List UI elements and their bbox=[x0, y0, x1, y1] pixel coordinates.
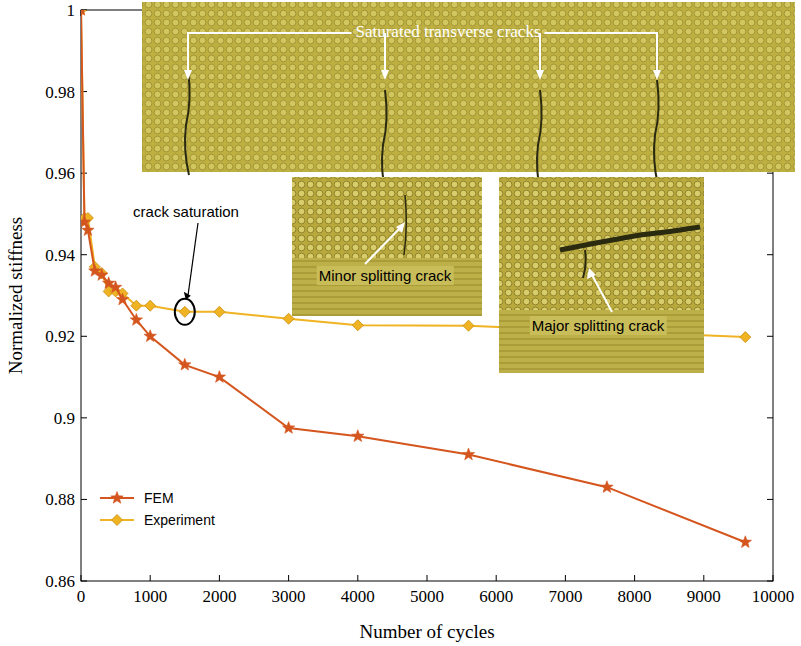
data-point bbox=[282, 422, 294, 434]
x-tick bbox=[357, 575, 358, 581]
inset-shade bbox=[142, 2, 795, 172]
data-point bbox=[739, 536, 751, 548]
x-tick bbox=[703, 575, 704, 581]
data-point bbox=[179, 358, 191, 370]
annotation: crack saturation bbox=[133, 203, 239, 220]
x-tick bbox=[150, 575, 151, 581]
inset-photo bbox=[142, 2, 795, 172]
x-tick bbox=[288, 575, 289, 581]
chart: 0 1000 2000 3000 4000 5000 6000 7000 8000 9000 100… bbox=[0, 0, 801, 646]
y-tick bbox=[81, 254, 87, 255]
y-axis-title: Normalized stiffness bbox=[5, 217, 26, 374]
x-tick-label: 9000 bbox=[687, 587, 721, 606]
y-tick-label: 1 bbox=[67, 1, 76, 20]
arrow-head bbox=[184, 292, 191, 300]
arrow-line bbox=[365, 226, 402, 264]
y-tick-label: 0.98 bbox=[45, 83, 75, 102]
arrow-head bbox=[184, 70, 192, 80]
y-tick-label: 0.86 bbox=[45, 572, 75, 591]
y-tick-label: 0.96 bbox=[45, 164, 75, 183]
crack bbox=[185, 70, 190, 175]
arrow-head bbox=[653, 70, 661, 80]
data-point bbox=[214, 306, 225, 317]
arrow-head bbox=[587, 268, 596, 279]
y-tick bbox=[767, 173, 773, 174]
x-tick bbox=[773, 575, 774, 581]
x-tick bbox=[219, 575, 220, 581]
y-tick bbox=[81, 499, 87, 500]
legend-marker bbox=[111, 492, 123, 504]
annotation: Major splitting crack bbox=[532, 317, 665, 334]
arrow-head bbox=[381, 70, 389, 80]
y-tick bbox=[767, 499, 773, 500]
crack bbox=[654, 80, 659, 185]
x-tick-label: 4000 bbox=[341, 587, 375, 606]
y-tick bbox=[81, 417, 87, 418]
legend-label: FEM bbox=[144, 490, 174, 506]
x-tick-label: 7000 bbox=[548, 587, 582, 606]
inset-photo bbox=[292, 177, 482, 316]
data-point bbox=[144, 330, 156, 342]
data-point bbox=[81, 10, 87, 15]
x-tick-label: 2000 bbox=[202, 587, 236, 606]
crack bbox=[404, 195, 406, 255]
legend-marker bbox=[112, 515, 123, 526]
y-tick-label: 0.94 bbox=[45, 246, 75, 265]
data-point bbox=[462, 448, 474, 460]
x-tick-label: 6000 bbox=[479, 587, 513, 606]
data-point bbox=[352, 430, 364, 442]
x-axis-title: Number of cycles bbox=[359, 621, 494, 642]
y-tick-label: 0.9 bbox=[54, 409, 75, 428]
data-point bbox=[213, 371, 225, 383]
data-point bbox=[179, 306, 190, 317]
y-tick bbox=[81, 581, 87, 582]
data-point bbox=[352, 320, 363, 331]
x-tick bbox=[496, 575, 497, 581]
annotation: Minor splitting crack bbox=[319, 267, 452, 284]
x-tick bbox=[565, 575, 566, 581]
data-point bbox=[601, 481, 613, 493]
arrow-head bbox=[396, 222, 405, 233]
inset-photo bbox=[499, 177, 704, 373]
x-tick-label: 5000 bbox=[410, 587, 444, 606]
y-tick-label: 0.92 bbox=[45, 327, 75, 346]
label-patch bbox=[530, 316, 667, 335]
data-point bbox=[96, 269, 108, 281]
x-tick bbox=[427, 575, 428, 581]
data-point bbox=[82, 224, 94, 236]
y-tick bbox=[767, 336, 773, 337]
data-point bbox=[109, 281, 121, 293]
y-tick-label: 0.88 bbox=[45, 490, 75, 509]
crack bbox=[583, 250, 586, 278]
inset-photo bbox=[292, 258, 482, 316]
legend-label: Experiment bbox=[144, 512, 215, 528]
x-tick-label: 1000 bbox=[133, 587, 167, 606]
arrow-line bbox=[188, 223, 198, 297]
y-tick bbox=[767, 417, 773, 418]
x-tick-label: 10000 bbox=[752, 587, 795, 606]
data-point bbox=[81, 216, 91, 228]
bracket bbox=[188, 33, 657, 78]
arrow-line bbox=[592, 275, 612, 312]
data-point bbox=[463, 320, 474, 331]
label-patch bbox=[317, 266, 454, 285]
y-tick bbox=[767, 581, 773, 582]
x-tick bbox=[81, 575, 82, 581]
data-point bbox=[116, 293, 128, 305]
y-tick bbox=[81, 336, 87, 337]
data-point bbox=[740, 332, 751, 343]
crack bbox=[560, 227, 700, 250]
x-tick-label: 3000 bbox=[272, 587, 306, 606]
data-point bbox=[130, 313, 142, 325]
y-tick bbox=[767, 254, 773, 255]
data-point bbox=[131, 300, 142, 311]
x-tick-label: 8000 bbox=[618, 587, 652, 606]
inset-photo bbox=[499, 310, 704, 373]
x-tick bbox=[634, 575, 635, 581]
arrow-head bbox=[536, 70, 544, 80]
highlight-ellipse bbox=[175, 299, 195, 325]
annotation: Saturated transverse cracks bbox=[355, 22, 540, 41]
data-point bbox=[145, 300, 156, 311]
x-tick-label: 0 bbox=[77, 587, 86, 606]
